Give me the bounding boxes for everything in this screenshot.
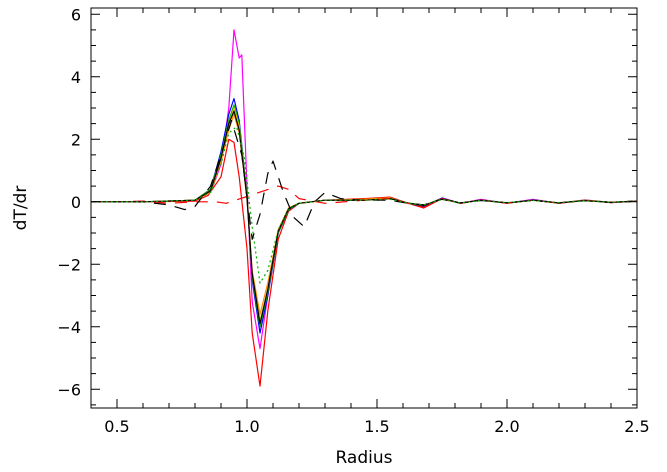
series-line-10 [91, 127, 637, 283]
series-line-6 [91, 114, 637, 314]
y-axis-label: dT/dr [11, 186, 31, 231]
series-layer [91, 30, 637, 386]
y-tick-label: −6 [57, 380, 81, 399]
x-tick-label: 2.0 [494, 417, 519, 436]
series-line-7 [91, 111, 637, 324]
x-tick-label: 0.5 [104, 417, 129, 436]
y-tick-label: 2 [71, 130, 81, 149]
plot-frame [91, 8, 637, 408]
series-line-3 [91, 99, 637, 333]
y-tick-label: −2 [57, 255, 81, 274]
series-line-4 [91, 105, 637, 327]
series-line-2 [91, 139, 637, 386]
series-line-1 [91, 30, 637, 349]
x-tick-label: 1.5 [364, 417, 389, 436]
x-tick-label: 1.0 [234, 417, 259, 436]
x-axis-label: Radius [335, 448, 392, 468]
series-line-9 [91, 121, 637, 240]
series-line-5 [91, 108, 637, 321]
y-tick-label: −4 [57, 318, 81, 337]
series-line-8 [91, 186, 637, 207]
y-tick-label: 6 [71, 5, 81, 24]
y-tick-label: 4 [71, 68, 81, 87]
tick-layer: 0.5 1.0 1.5 2.0 2.5 −6 −4 −2 0 2 4 6 [57, 5, 649, 436]
y-tick-label: 0 [71, 193, 81, 212]
x-tick-label: 2.5 [624, 417, 649, 436]
